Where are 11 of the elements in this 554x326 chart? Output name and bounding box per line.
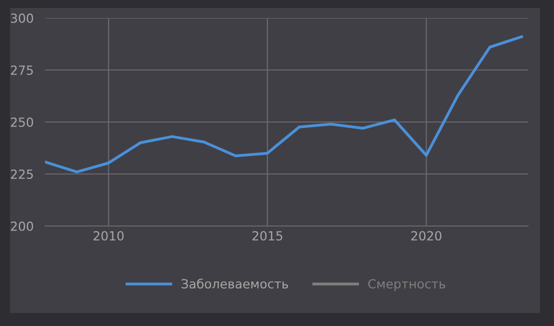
legend-label: Смертность — [368, 279, 446, 291]
y-tick-label: 250 — [10, 117, 34, 127]
x-tick-label: 2010 — [94, 231, 124, 241]
y-tick-label: 300 — [10, 13, 34, 23]
y-tick-label: 225 — [10, 169, 33, 179]
x-tick-label: 2015 — [252, 231, 282, 241]
legend-label: Заболеваемость — [182, 278, 288, 289]
y-tick-label: 275 — [10, 65, 33, 75]
line-series — [45, 35, 524, 174]
x-tick-label: 2020 — [411, 231, 442, 241]
y-tick-label: 200 — [10, 221, 34, 231]
